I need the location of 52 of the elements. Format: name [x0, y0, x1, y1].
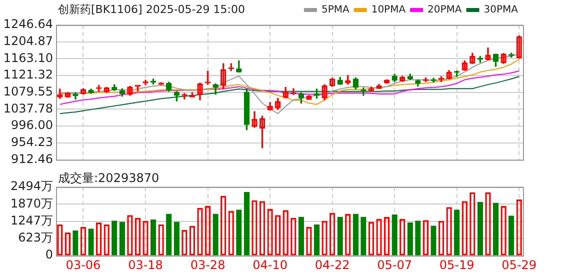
bar: [119, 222, 125, 256]
bar: [298, 216, 304, 256]
y-tick-label: 1121.32: [3, 68, 53, 82]
bar: [112, 220, 118, 256]
bar: [150, 220, 156, 256]
y-tick-label: 954.23: [11, 135, 53, 150]
bar: [392, 214, 398, 256]
candlestick: [360, 87, 366, 96]
x-tick-label: 03-18: [128, 258, 163, 272]
bar: [454, 210, 460, 256]
bar: [508, 216, 514, 256]
y-tick-label: 996.00: [11, 118, 53, 132]
bar: [407, 222, 413, 256]
chart-title: 创新药[BK1106] 2025-05-29 15:00: [58, 2, 245, 17]
legend-label: 30PMA: [484, 4, 518, 16]
y-tick-label: 912.46: [11, 152, 53, 166]
x-tick-label: 05-07: [377, 258, 412, 272]
bar: [430, 226, 436, 256]
text: 成交量:20293870: [58, 171, 160, 186]
legend-label: 20PMA: [428, 4, 462, 16]
y-tick-label: 2494万: [10, 179, 53, 194]
x-tick-label: 04-10: [252, 258, 288, 272]
legend-label: 10PMA: [371, 4, 406, 16]
x-tick-label: 05-19: [439, 258, 474, 272]
y-tick-label: 1163.10: [3, 50, 53, 65]
y-tick-label: 1079.55: [3, 84, 53, 99]
x-tick-label: 03-28: [190, 258, 226, 272]
bar: [477, 202, 484, 256]
bar: [415, 220, 421, 256]
bar: [360, 216, 366, 256]
y-tick-label: 623万: [18, 230, 53, 245]
bar: [352, 214, 358, 256]
bar: [492, 202, 499, 256]
x-tick-label: 04-22: [314, 258, 350, 272]
bar: [314, 224, 320, 256]
bar: [212, 214, 218, 256]
bar: [337, 216, 343, 256]
y-tick-label: 1246.64: [3, 17, 53, 32]
x-tick-label: 03-06: [66, 258, 101, 272]
bar: [72, 230, 78, 256]
y-tick-label: 1204.87: [3, 34, 53, 48]
x-tick-label: 05-29: [502, 258, 537, 272]
y-tick-label: 1870万: [10, 196, 53, 210]
bar: [88, 228, 94, 256]
y-tick-label: 1247万: [10, 213, 53, 228]
y-tick-label: 0: [45, 248, 53, 262]
legend-label: 5PMA: [321, 4, 350, 16]
bar: [166, 214, 172, 256]
bar: [244, 192, 250, 256]
bar: [174, 222, 180, 256]
y-tick-label: 1037.78: [3, 101, 53, 116]
bar: [236, 210, 242, 256]
